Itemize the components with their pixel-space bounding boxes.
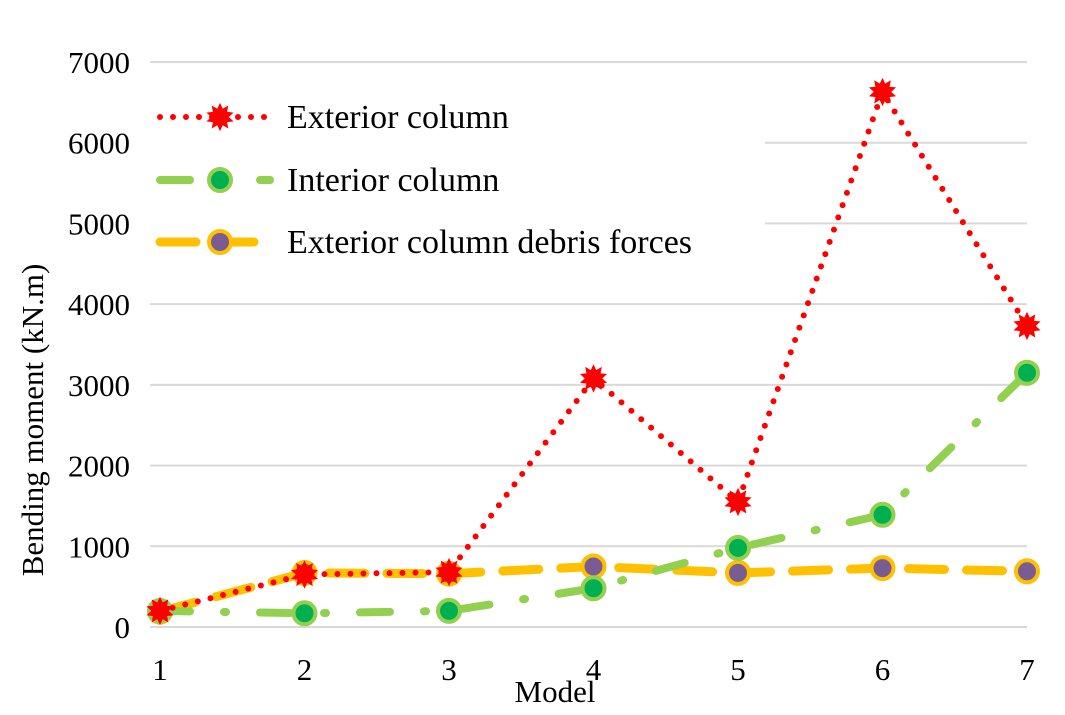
plot-area bbox=[146, 77, 1041, 627]
legend-label: Interior column bbox=[287, 162, 499, 199]
data-point bbox=[868, 77, 897, 107]
legend-background bbox=[150, 78, 765, 268]
data-point bbox=[579, 364, 608, 393]
data-point bbox=[725, 534, 751, 561]
data-point bbox=[869, 501, 896, 528]
data-point bbox=[1014, 359, 1040, 386]
data-point bbox=[435, 557, 463, 587]
legend-item: Exterior column bbox=[157, 99, 509, 136]
legend-item: Interior column bbox=[156, 162, 499, 199]
x-tick-label: 1 bbox=[152, 652, 168, 687]
data-point bbox=[290, 560, 319, 589]
x-axis-ticks: 1 2 3 4 5 6 7 bbox=[152, 652, 1035, 687]
y-tick-label: 7000 bbox=[68, 45, 130, 80]
x-tick-label: 5 bbox=[730, 652, 746, 687]
legend-label: Exterior column bbox=[287, 99, 509, 136]
data-point bbox=[724, 487, 752, 517]
legend-item: Exterior column debris forces bbox=[155, 224, 692, 261]
legend-swatch-marker bbox=[206, 102, 234, 132]
data-point bbox=[1014, 558, 1040, 585]
legend: Exterior column Interior column Exterior c… bbox=[155, 99, 692, 261]
legend-swatch-marker bbox=[207, 229, 233, 255]
series-1 bbox=[146, 77, 1041, 626]
x-tick-label: 2 bbox=[297, 652, 313, 687]
data-point bbox=[869, 555, 896, 582]
data-point bbox=[291, 600, 318, 627]
series-2 bbox=[147, 359, 1040, 627]
data-point bbox=[580, 553, 607, 580]
y-tick-label: 4000 bbox=[68, 287, 130, 322]
y-tick-label: 5000 bbox=[68, 206, 130, 241]
x-tick-label: 3 bbox=[441, 652, 457, 687]
y-tick-label: 6000 bbox=[68, 126, 130, 161]
data-point bbox=[580, 575, 607, 602]
data-point bbox=[146, 596, 174, 626]
x-tick-label: 4 bbox=[586, 652, 602, 687]
y-axis-ticks: 0 1000 2000 3000 4000 5000 6000 7000 bbox=[68, 45, 130, 645]
y-tick-label: 1000 bbox=[68, 529, 130, 564]
y-axis-title: Bending moment (kN.m) bbox=[15, 264, 50, 577]
data-point bbox=[1013, 311, 1041, 341]
x-tick-label: 7 bbox=[1019, 652, 1035, 687]
data-point bbox=[436, 597, 462, 624]
y-tick-label: 3000 bbox=[68, 368, 130, 403]
legend-label: Exterior column debris forces bbox=[287, 224, 692, 261]
x-tick-label: 6 bbox=[875, 652, 891, 687]
data-point bbox=[725, 559, 751, 586]
legend-swatch-marker bbox=[207, 167, 233, 193]
y-tick-label: 2000 bbox=[68, 449, 130, 484]
y-tick-label: 0 bbox=[115, 610, 131, 645]
x-axis-title: Model bbox=[515, 674, 596, 709]
